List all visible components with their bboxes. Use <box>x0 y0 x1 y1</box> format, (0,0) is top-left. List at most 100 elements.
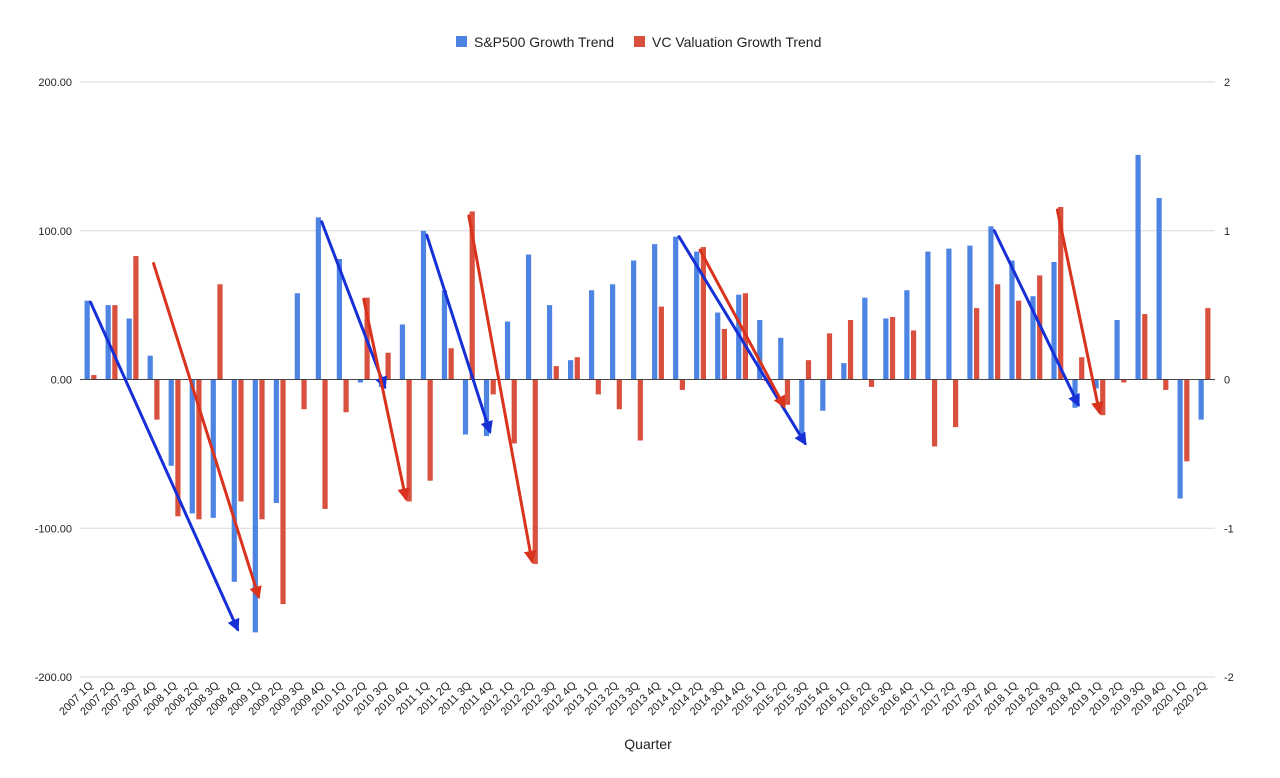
bar-sp500 <box>315 217 321 380</box>
trend-arrow <box>467 214 537 564</box>
bar-sp500 <box>946 248 952 380</box>
legend-swatch <box>456 36 467 47</box>
bar-vc <box>280 379 286 605</box>
bar-vc <box>574 357 580 380</box>
bar-vc <box>532 379 538 564</box>
bar-vc <box>868 379 875 387</box>
y2-tick-label: 1 <box>1224 226 1230 238</box>
bar-sp500 <box>546 305 553 380</box>
bar-vc <box>1163 379 1169 390</box>
bar-vc <box>658 306 664 380</box>
bar-sp500 <box>715 312 721 380</box>
bar-vc <box>932 379 938 447</box>
bar-sp500 <box>1009 260 1015 380</box>
bar-vc <box>847 320 854 380</box>
bar-sp500 <box>925 251 931 380</box>
bar-vc <box>616 379 622 410</box>
bar-sp500 <box>1051 261 1057 380</box>
y-axis-left: 200.00 100.00 0.00 -100.00 -200.00 <box>35 77 72 684</box>
bar-sp500 <box>441 290 448 380</box>
bar-vc <box>679 379 685 390</box>
bar-vc <box>322 379 328 509</box>
bar-sp500 <box>694 251 700 380</box>
bar-sp500 <box>1156 198 1162 380</box>
bars <box>84 154 1211 633</box>
bar-vc <box>1205 308 1211 380</box>
bar-sp500 <box>294 293 300 380</box>
y-tick-label: 0.00 <box>51 375 72 387</box>
bar-sp500 <box>420 230 427 380</box>
bar-sp500 <box>126 318 132 380</box>
bar-vc <box>784 379 791 405</box>
bar-sp500 <box>778 337 784 380</box>
bar-sp500 <box>462 379 469 435</box>
bar-vc <box>301 379 307 410</box>
bar-vc <box>196 379 202 520</box>
bar-vc <box>637 379 643 441</box>
bar-sp500 <box>273 379 279 503</box>
bar-sp500 <box>1114 320 1120 380</box>
bar-vc <box>995 284 1001 380</box>
bar-vc <box>721 328 728 380</box>
trend-arrow <box>89 300 240 632</box>
legend-label: VC Valuation Growth Trend <box>652 34 821 50</box>
y-axis-right: 2 1 0 -1 -2 <box>1224 77 1234 684</box>
bar-sp500 <box>610 284 616 380</box>
x-axis-title: Quarter <box>624 736 672 752</box>
bar-sp500 <box>799 379 805 441</box>
bar-sp500 <box>567 360 574 380</box>
bar-vc <box>490 379 496 395</box>
bar-vc <box>469 211 475 380</box>
bar-sp500 <box>841 363 847 380</box>
bar-sp500 <box>967 245 973 380</box>
bar-vc <box>910 330 917 380</box>
bar-sp500 <box>168 379 174 466</box>
bar-vc <box>700 247 706 380</box>
bar-sp500 <box>1135 154 1141 380</box>
bar-vc <box>343 379 349 413</box>
bar-sp500 <box>652 244 658 380</box>
bar-vc <box>406 379 412 502</box>
trend-arrow <box>677 235 807 446</box>
bar-sp500 <box>1177 379 1183 499</box>
bar-sp500 <box>1093 379 1099 389</box>
bar-sp500 <box>189 379 195 514</box>
bar-vc <box>511 379 517 444</box>
bar-sp500 <box>757 320 763 380</box>
bar-sp500 <box>357 379 363 383</box>
y-tick-label: -100.00 <box>35 523 72 535</box>
bar-vc <box>154 379 160 420</box>
bar-vc <box>238 379 244 502</box>
bar-vc <box>133 256 139 380</box>
trend-arrow <box>1055 208 1104 415</box>
trend-arrow <box>320 220 388 390</box>
bar-sp500 <box>483 379 490 437</box>
bar-sp500 <box>1030 296 1036 380</box>
bar-vc <box>385 352 391 380</box>
bar-vc <box>1142 314 1148 380</box>
bar-sp500 <box>883 318 889 380</box>
bar-sp500 <box>252 379 258 633</box>
trend-arrows <box>89 208 1104 632</box>
bar-vc <box>1100 379 1106 416</box>
bar-sp500 <box>1198 379 1204 420</box>
bar-sp500 <box>904 290 910 380</box>
bar-vc <box>805 360 812 380</box>
y-tick-label: 200.00 <box>38 77 72 89</box>
trend-arrow <box>425 233 493 434</box>
y2-tick-label: -2 <box>1224 672 1234 684</box>
trend-arrow <box>152 261 262 600</box>
bar-vc <box>1184 379 1190 462</box>
bar-sp500 <box>988 226 994 380</box>
bar-sp500 <box>862 297 868 380</box>
legend: S&P500 Growth Trend VC Valuation Growth T… <box>456 34 821 50</box>
trend-arrow <box>698 248 786 409</box>
y2-tick-label: -1 <box>1224 523 1234 535</box>
bar-vc <box>217 284 223 380</box>
y2-tick-label: 2 <box>1224 77 1230 89</box>
bar-sp500 <box>589 290 595 380</box>
bar-vc <box>953 379 959 428</box>
bar-vc <box>889 317 896 380</box>
